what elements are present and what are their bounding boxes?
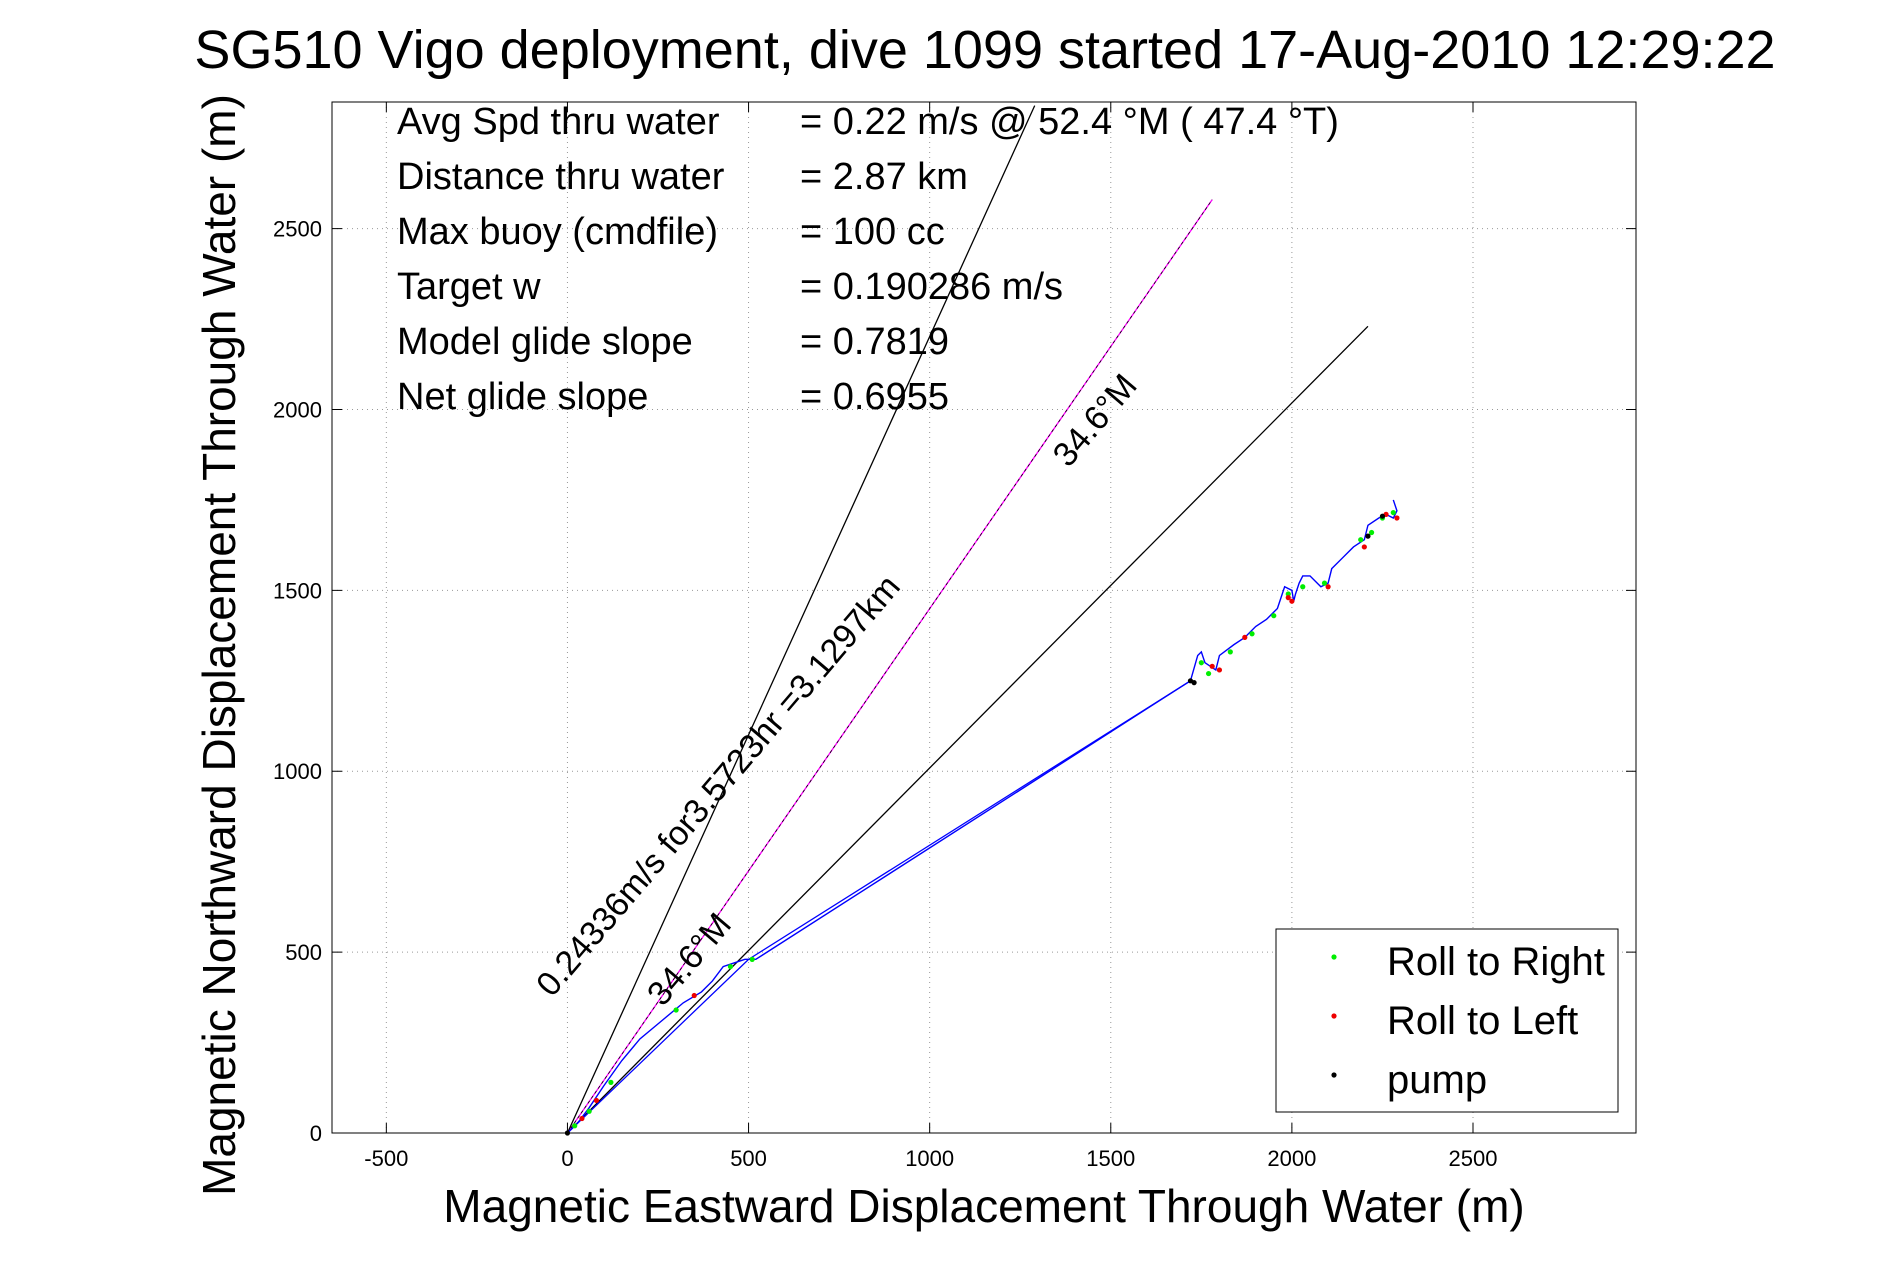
marker-roll-to-left (579, 1115, 585, 1122)
info-value: = 0.190286 m/s (800, 266, 1063, 308)
marker-roll-to-right (1198, 660, 1204, 666)
info-value: = 2.87 km (800, 156, 968, 198)
x-tick-label: 1500 (1086, 1146, 1135, 1171)
marker-pump (1191, 680, 1197, 686)
marker-roll-to-right (1368, 529, 1375, 536)
x-tick-label: 0 (561, 1146, 573, 1171)
marker-roll-to-right (1285, 591, 1291, 597)
info-value: = 0.22 m/s @ 52.4 °M ( 47.4 °T) (800, 101, 1339, 143)
x-tick-label: 500 (730, 1146, 767, 1171)
marker-roll-to-left (1285, 595, 1291, 601)
legend-label: pump (1387, 1058, 1487, 1102)
marker-roll-to-right (727, 963, 734, 970)
x-axis-label: Magnetic Eastward Displacement Through W… (443, 1180, 1524, 1232)
marker-roll-to-left (1289, 598, 1295, 604)
marker-pump (564, 1130, 571, 1136)
marker-roll-to-left (593, 1097, 600, 1104)
legend-marker-pump (1331, 1072, 1337, 1078)
marker-roll-to-left (1242, 634, 1248, 640)
y-tick-label: 1000 (273, 759, 322, 784)
axes-box (331, 101, 1637, 1134)
chart-title: SG510 Vigo deployment, dive 1099 started… (194, 20, 1775, 80)
x-tick-label: 2000 (1267, 1146, 1316, 1171)
marker-roll-to-right (1321, 580, 1328, 586)
marker-roll-to-right (1205, 670, 1212, 677)
marker-roll-to-left (691, 992, 697, 999)
marker-roll-to-right (1271, 613, 1277, 619)
info-label: Model glide slope (397, 321, 693, 363)
marker-roll-to-left (1361, 544, 1367, 550)
info-label: Max buoy (cmdfile) (397, 211, 718, 253)
marker-roll-to-right (586, 1108, 592, 1114)
info-value: = 0.7819 (800, 321, 949, 363)
marker-roll-to-right (673, 1007, 679, 1013)
marker-roll-to-left (1216, 667, 1223, 673)
legend-label: Roll to Left (1387, 999, 1578, 1043)
info-label: Avg Spd thru water (397, 101, 720, 143)
legend-box (1275, 928, 1619, 1113)
marker-roll-to-right (1249, 631, 1255, 637)
y-axis-label: Magnetic Northward Displacement Through … (193, 94, 245, 1196)
info-value: = 0.6955 (800, 376, 949, 418)
marker-roll-to-left (1394, 515, 1400, 521)
marker-pump (1365, 533, 1371, 539)
y-tick-label: 500 (285, 940, 322, 965)
marker-roll-to-right (1227, 649, 1233, 655)
info-label: Net glide slope (397, 376, 648, 418)
y-tick-label: 0 (310, 1121, 322, 1146)
legend-marker-roll-to-right (1331, 954, 1337, 960)
marker-roll-to-right (1300, 584, 1306, 590)
marker-roll-to-right (1358, 537, 1364, 543)
reference-line (566, 105, 1036, 1134)
marker-roll-to-left (1325, 584, 1331, 590)
marker-roll-to-right (572, 1123, 578, 1129)
reference-line (566, 325, 1369, 1134)
y-tick-label: 2000 (273, 397, 322, 422)
marker-pump (1379, 513, 1386, 519)
reference-line (566, 199, 1213, 1134)
x-tick-label: 1000 (905, 1146, 954, 1171)
marker-roll-to-right (608, 1079, 614, 1085)
info-value: = 100 cc (800, 211, 945, 253)
info-label: Distance thru water (397, 156, 725, 198)
y-tick-label: 1500 (273, 578, 322, 603)
marker-roll-to-right (749, 956, 755, 962)
legend-marker-roll-to-left (1331, 1013, 1337, 1019)
legend-label: Roll to Right (1387, 940, 1605, 984)
x-tick-label: -500 (364, 1146, 408, 1171)
x-tick-label: 2500 (1449, 1146, 1498, 1171)
info-label: Target w (397, 266, 541, 308)
marker-roll-to-right (1390, 509, 1396, 516)
marker-roll-to-left (1209, 663, 1215, 669)
y-tick-label: 2500 (273, 217, 322, 242)
